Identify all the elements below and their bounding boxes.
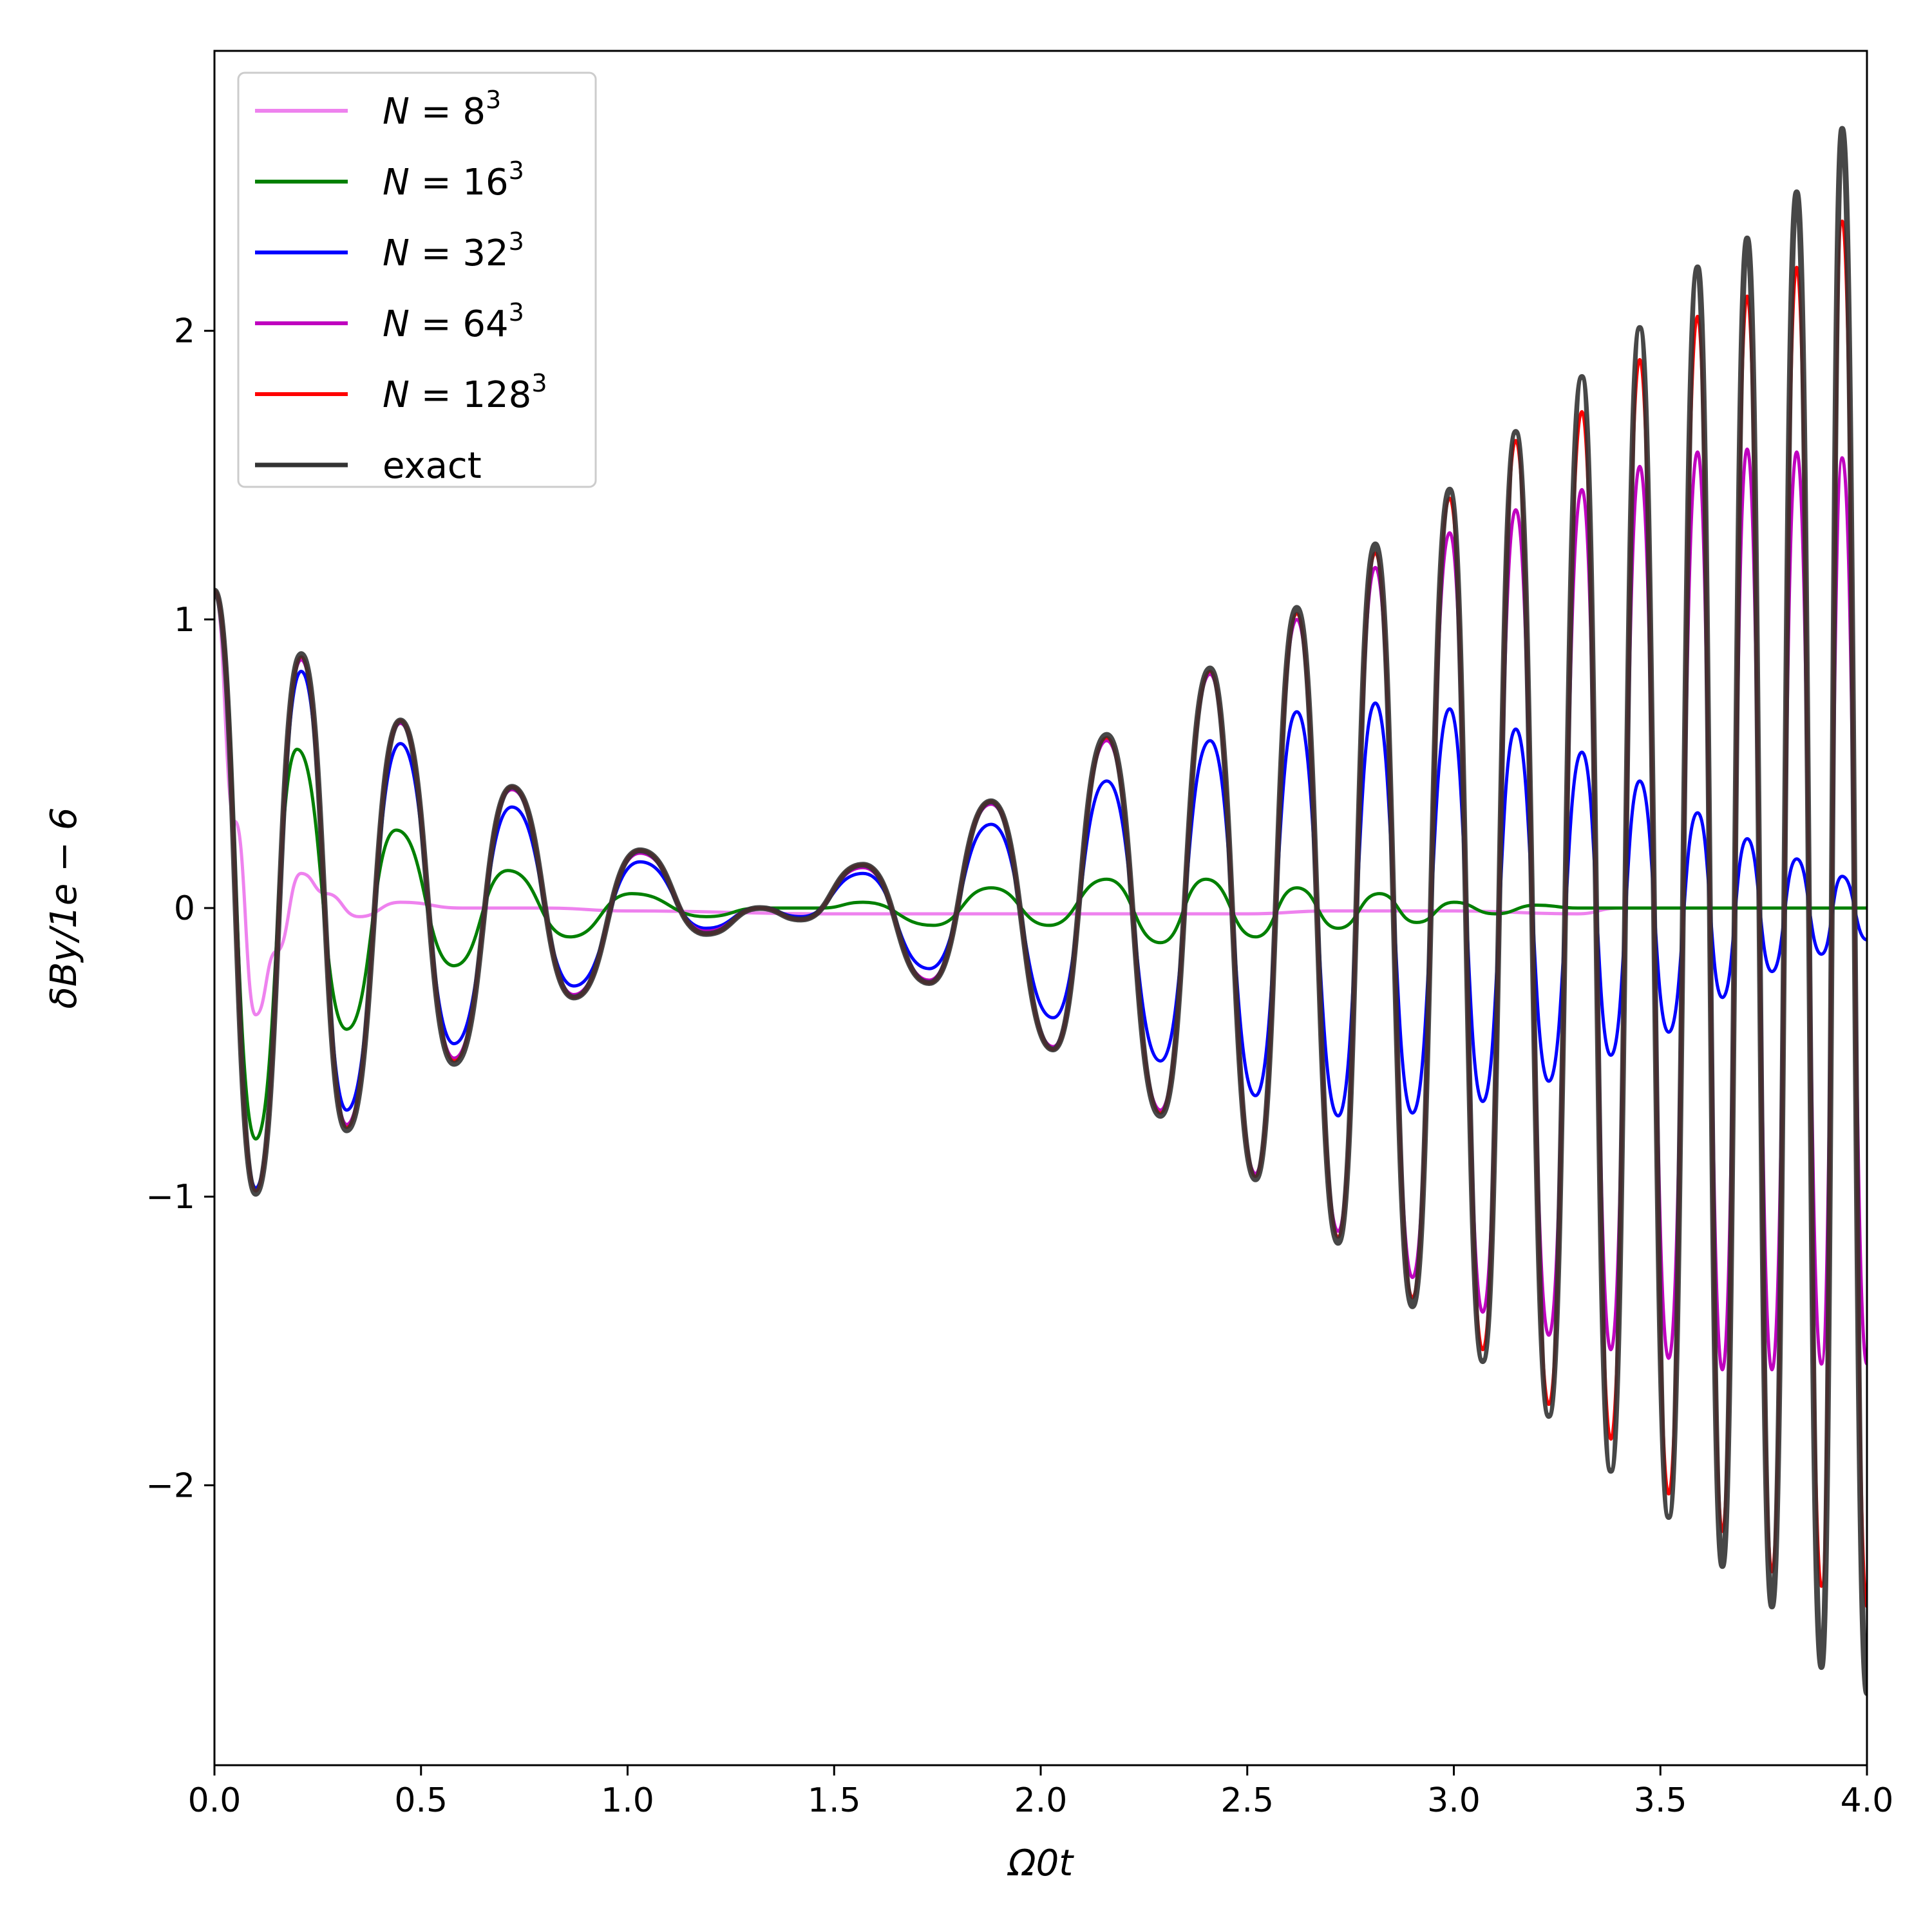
x-tick-label: 2.5	[1220, 1781, 1274, 1820]
x-tick-label: 1.0	[601, 1781, 654, 1820]
legend-entry-label: N = 163	[383, 156, 524, 204]
x-tick-label: 1.5	[808, 1781, 861, 1820]
series-layer	[214, 126, 1867, 1696]
x-tick-label: 3.5	[1634, 1781, 1687, 1820]
x-axis-label: Ω0t	[1007, 1842, 1074, 1884]
legend-entry-label: N = 83	[383, 86, 501, 133]
x-tick-label: 0.0	[188, 1781, 242, 1820]
x-tick-label: 4.0	[1841, 1781, 1894, 1820]
series-line-exact	[214, 126, 1867, 1696]
legend-entry-label: exact	[383, 445, 482, 487]
x-tick-label: 2.0	[1014, 1781, 1068, 1820]
x-axis: 0.0 0.5 1.0 1.5 2.0 2.5 3.0 3.5 4.0	[188, 1765, 1894, 1820]
legend-entry-label: N = 1283	[383, 369, 547, 416]
x-tick-label: 3.0	[1427, 1781, 1481, 1820]
legend-entry-label: N = 643	[383, 298, 524, 345]
legend-box	[237, 71, 597, 488]
y-tick-label: −1	[146, 1178, 195, 1217]
y-axis: −2 −1 0 1 2	[146, 312, 214, 1505]
y-tick-label: 1	[174, 601, 195, 639]
y-tick-label: −2	[146, 1466, 195, 1505]
x-tick-label: 0.5	[394, 1781, 448, 1820]
y-axis-label: δBy/1e − 6	[43, 808, 85, 1009]
y-tick-label: 0	[174, 889, 195, 928]
y-tick-label: 2	[174, 312, 195, 351]
legend: N = 83 N = 163 N = 323 N = 643 N = 1283 exact	[237, 71, 597, 488]
legend-entry-label: N = 323	[383, 227, 524, 274]
